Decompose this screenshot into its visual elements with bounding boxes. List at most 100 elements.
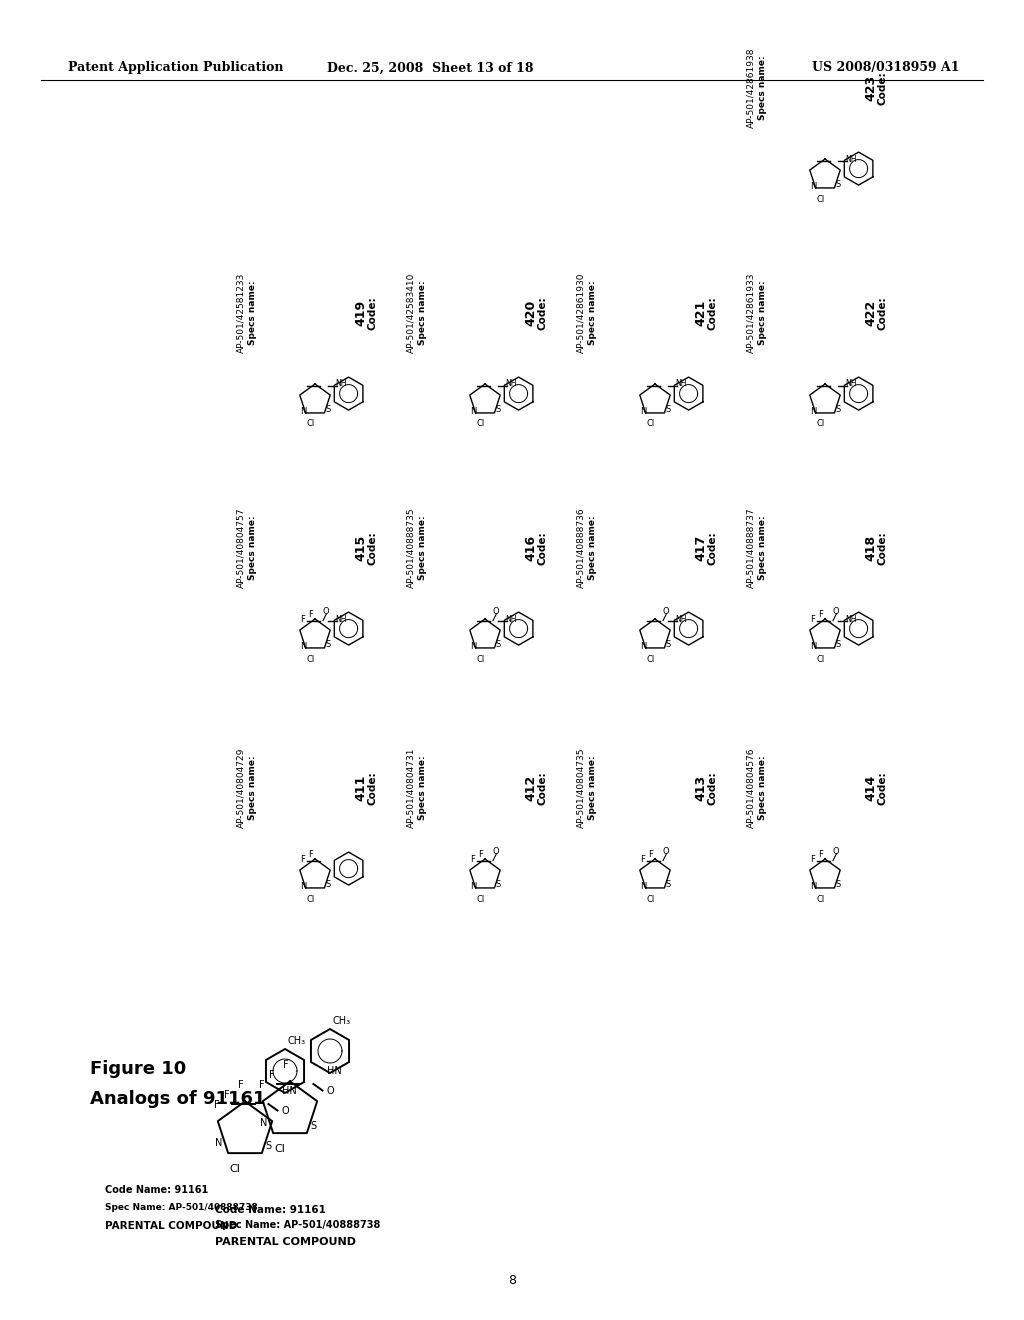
Text: AP-501/42861938: AP-501/42861938 bbox=[746, 48, 755, 128]
Text: Cl: Cl bbox=[647, 655, 655, 664]
Text: Cl: Cl bbox=[477, 655, 485, 664]
Text: S: S bbox=[836, 405, 841, 414]
Text: Code:: Code: bbox=[537, 296, 547, 330]
Text: 421: 421 bbox=[694, 300, 707, 326]
Text: Specs name:: Specs name: bbox=[588, 516, 597, 581]
Text: Specs name:: Specs name: bbox=[248, 516, 257, 581]
Text: AP-501/40888735: AP-501/40888735 bbox=[406, 508, 415, 589]
Text: NH: NH bbox=[505, 615, 516, 623]
Text: Specs name:: Specs name: bbox=[758, 516, 767, 581]
Text: 423: 423 bbox=[864, 75, 877, 102]
Text: Spec Name: AP-501/40888738: Spec Name: AP-501/40888738 bbox=[105, 1204, 258, 1213]
Text: N: N bbox=[811, 182, 817, 190]
Text: Code:: Code: bbox=[707, 296, 717, 330]
Text: Code Name: 91161: Code Name: 91161 bbox=[215, 1205, 326, 1214]
Text: Dec. 25, 2008  Sheet 13 of 18: Dec. 25, 2008 Sheet 13 of 18 bbox=[327, 62, 534, 74]
Text: N: N bbox=[471, 407, 477, 416]
Text: F: F bbox=[300, 615, 304, 623]
Text: Spec Name: AP-501/40888738: Spec Name: AP-501/40888738 bbox=[215, 1220, 380, 1230]
Text: N: N bbox=[301, 407, 307, 416]
Text: S: S bbox=[666, 405, 671, 414]
Text: S: S bbox=[666, 880, 671, 890]
Text: HN: HN bbox=[283, 1086, 297, 1096]
Text: PARENTAL COMPOUND: PARENTAL COMPOUND bbox=[105, 1221, 238, 1232]
Text: N: N bbox=[215, 1138, 222, 1148]
Text: S: S bbox=[496, 640, 501, 649]
Text: NH: NH bbox=[675, 615, 686, 623]
Text: AP-501/42581233: AP-501/42581233 bbox=[236, 273, 245, 354]
Text: F: F bbox=[308, 610, 313, 619]
Text: F: F bbox=[648, 850, 653, 859]
Text: N: N bbox=[471, 882, 477, 891]
Text: S: S bbox=[496, 880, 501, 890]
Text: S: S bbox=[836, 640, 841, 649]
Text: F: F bbox=[238, 1080, 244, 1090]
Text: 419: 419 bbox=[354, 300, 367, 326]
Text: Code:: Code: bbox=[537, 531, 547, 565]
Text: Specs name:: Specs name: bbox=[418, 281, 427, 346]
Text: Code:: Code: bbox=[877, 71, 887, 104]
Text: 422: 422 bbox=[864, 300, 877, 326]
Text: Analogs of 91161: Analogs of 91161 bbox=[90, 1090, 265, 1107]
Text: Cl: Cl bbox=[647, 420, 655, 429]
Text: HN: HN bbox=[327, 1067, 342, 1076]
Text: F: F bbox=[818, 850, 823, 859]
Text: N: N bbox=[301, 642, 307, 651]
Text: 412: 412 bbox=[524, 775, 537, 801]
Text: O: O bbox=[833, 606, 840, 615]
Text: N: N bbox=[811, 407, 817, 416]
Text: AP-501/40804576: AP-501/40804576 bbox=[746, 747, 755, 828]
Text: Specs name:: Specs name: bbox=[248, 755, 257, 820]
Text: Figure 10: Figure 10 bbox=[90, 1060, 186, 1078]
Text: NH: NH bbox=[675, 380, 686, 388]
Text: N: N bbox=[641, 882, 647, 891]
Text: O: O bbox=[493, 846, 500, 855]
Text: F: F bbox=[283, 1060, 289, 1071]
Text: 415: 415 bbox=[354, 535, 367, 561]
Text: Cl: Cl bbox=[647, 895, 655, 903]
Text: Cl: Cl bbox=[307, 895, 315, 903]
Text: AP-501/42861933: AP-501/42861933 bbox=[746, 273, 755, 354]
Text: O: O bbox=[833, 846, 840, 855]
Text: O: O bbox=[493, 606, 500, 615]
Text: N: N bbox=[641, 407, 647, 416]
Text: Specs name:: Specs name: bbox=[588, 281, 597, 346]
Text: AP-501/40804735: AP-501/40804735 bbox=[575, 747, 585, 828]
Text: Cl: Cl bbox=[477, 895, 485, 903]
Text: O: O bbox=[663, 606, 670, 615]
Text: Cl: Cl bbox=[817, 895, 825, 903]
Text: NH: NH bbox=[335, 615, 346, 623]
Text: F: F bbox=[470, 854, 475, 863]
Text: Code Name: 91161: Code Name: 91161 bbox=[105, 1185, 208, 1195]
Text: CH₃: CH₃ bbox=[288, 1036, 306, 1045]
Text: S: S bbox=[836, 180, 841, 189]
Text: N: N bbox=[811, 642, 817, 651]
Text: Cl: Cl bbox=[817, 655, 825, 664]
Text: Code:: Code: bbox=[367, 771, 377, 805]
Text: PARENTAL COMPOUND: PARENTAL COMPOUND bbox=[215, 1237, 356, 1247]
Text: Code:: Code: bbox=[707, 771, 717, 805]
Text: F: F bbox=[268, 1071, 274, 1080]
Text: S: S bbox=[310, 1121, 316, 1131]
Text: Code:: Code: bbox=[707, 531, 717, 565]
Text: 414: 414 bbox=[864, 775, 877, 801]
Text: F: F bbox=[818, 610, 823, 619]
Text: F: F bbox=[214, 1101, 219, 1110]
Text: NH: NH bbox=[505, 380, 516, 388]
Text: Specs name:: Specs name: bbox=[758, 281, 767, 346]
Text: CH₃: CH₃ bbox=[333, 1016, 351, 1026]
Text: F: F bbox=[223, 1090, 229, 1101]
Text: 8: 8 bbox=[508, 1274, 516, 1287]
Text: Specs name:: Specs name: bbox=[248, 281, 257, 346]
Text: S: S bbox=[496, 405, 501, 414]
Text: N: N bbox=[301, 882, 307, 891]
Text: 420: 420 bbox=[524, 300, 537, 326]
Text: AP-501/40888736: AP-501/40888736 bbox=[575, 508, 585, 589]
Text: AP-501/40804731: AP-501/40804731 bbox=[406, 747, 415, 828]
Text: NH: NH bbox=[845, 380, 856, 388]
Text: AP-501/40804757: AP-501/40804757 bbox=[236, 508, 245, 589]
Text: F: F bbox=[810, 615, 815, 623]
Text: Code:: Code: bbox=[877, 531, 887, 565]
Text: N: N bbox=[260, 1118, 267, 1129]
Text: Specs name:: Specs name: bbox=[418, 755, 427, 820]
